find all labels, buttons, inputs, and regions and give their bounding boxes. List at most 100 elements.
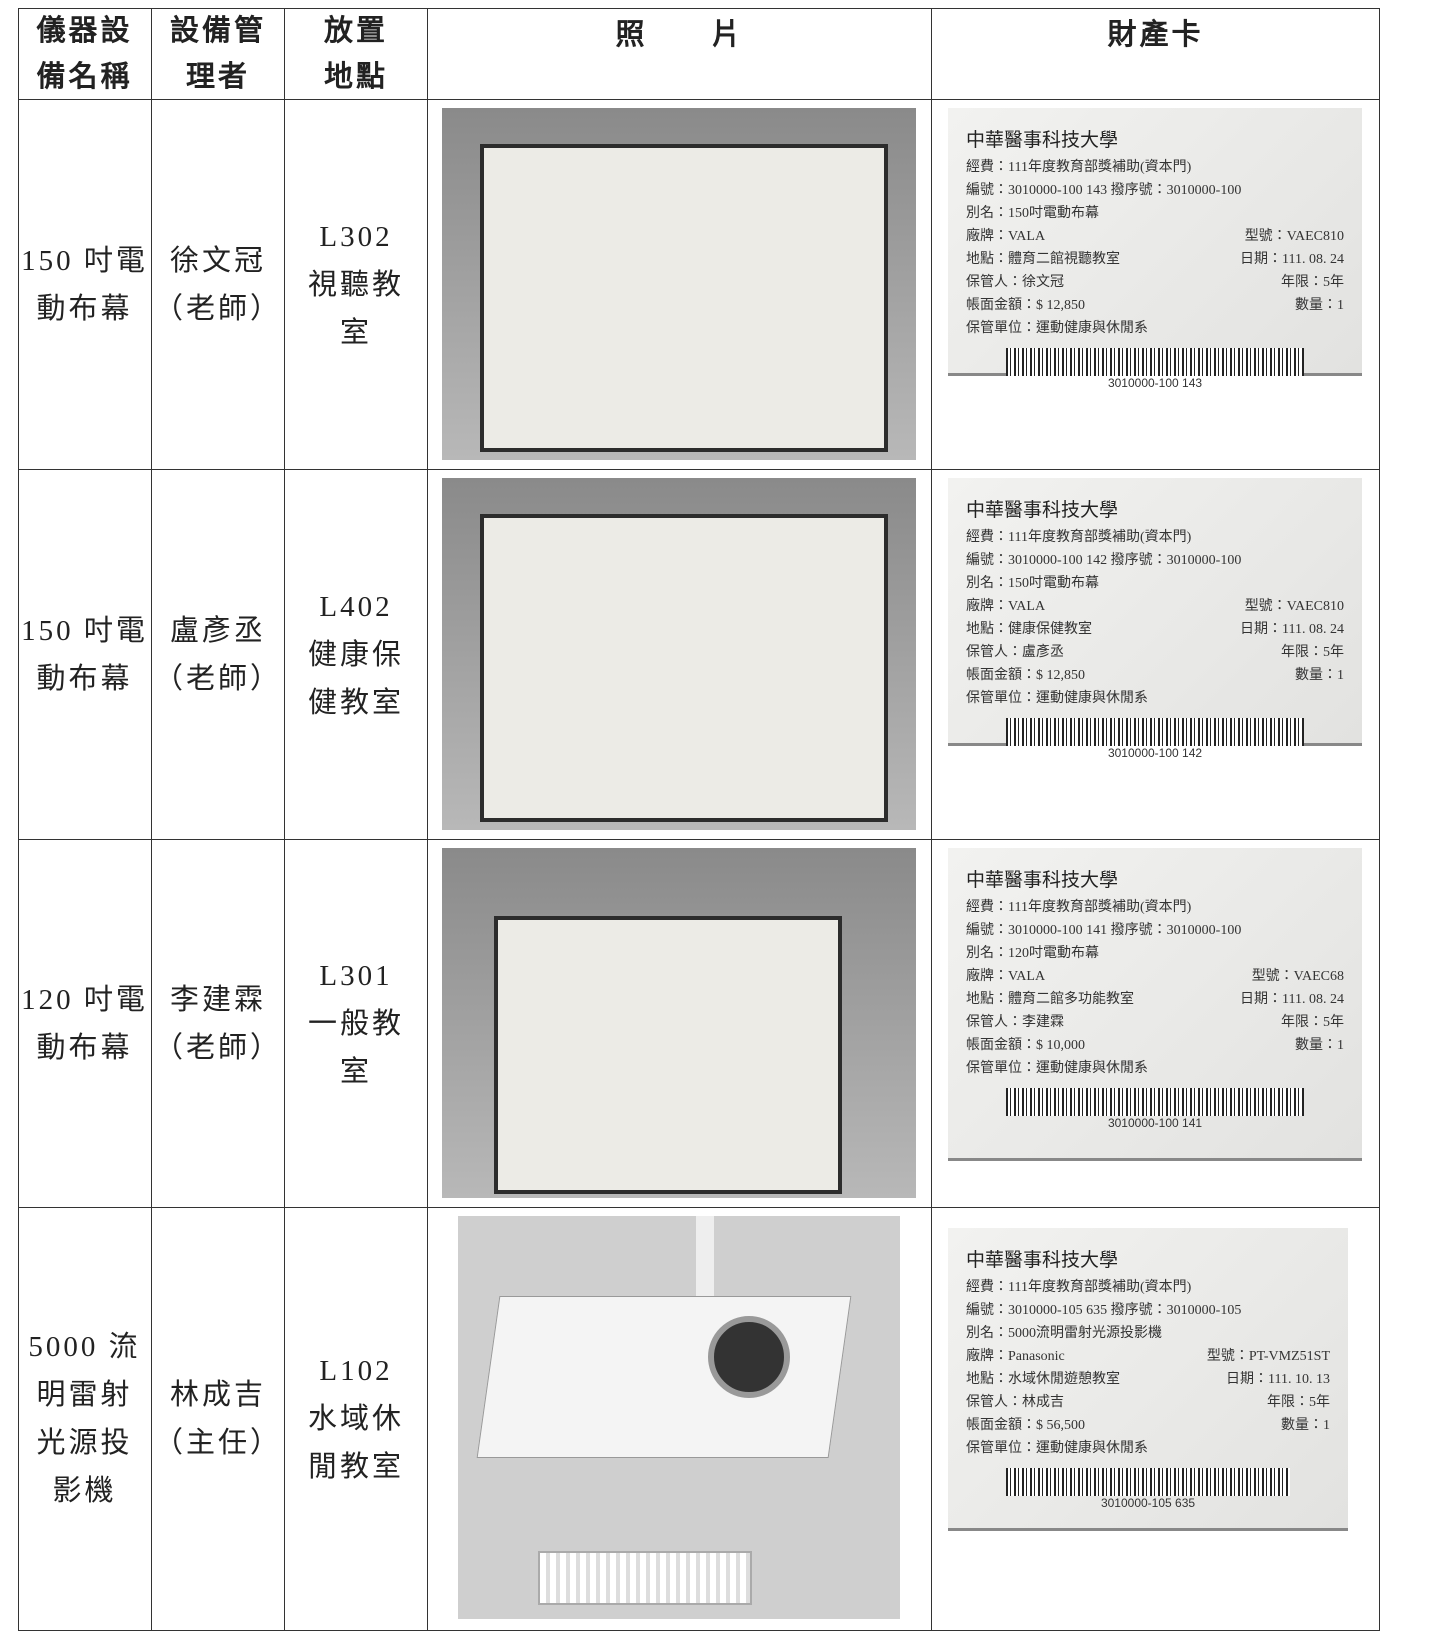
cell-text: 動布幕 <box>36 292 133 325</box>
card-line: 保管人：林成吉 年限：5年 <box>966 1391 1330 1414</box>
photo-cell <box>428 470 932 840</box>
cell-text: 明雷射 <box>36 1379 133 1411</box>
card-text: 日期：111. 08. 24 <box>1240 252 1344 267</box>
card-text: 經費：111年度教育部獎補助(資本門) <box>966 530 1192 545</box>
table-cell: 徐文冠 （老師） <box>152 100 285 470</box>
card-cell <box>932 470 1380 840</box>
card-line: 帳面金額：$ 56,500 數量：1 <box>966 1414 1330 1437</box>
screen-frame <box>494 916 842 1194</box>
card-text: 保管人：徐文冠 <box>966 275 1064 290</box>
card-line: 經費：111年度教育部獎補助(資本門) <box>966 526 1344 549</box>
card-line: 編號：3010000-100 141 撥序號：3010000-100 <box>966 919 1344 942</box>
cell-text: 水域休 <box>307 1403 404 1435</box>
cell-text: 一般教 <box>307 1007 404 1040</box>
card-text: 中華醫事科技大學 <box>966 130 1119 151</box>
header-text: 地點 <box>323 60 388 93</box>
card-text: 中華醫事科技大學 <box>966 1250 1119 1271</box>
card-text: 數量：1 <box>1295 668 1344 683</box>
card-line: 廠牌：Panasonic 型號：PT-VMZ51ST <box>966 1345 1330 1368</box>
table-cell: 150 吋電 動布幕 <box>18 470 152 840</box>
card-text: 編號：3010000-100 143 撥序號：3010000-100 <box>966 183 1242 198</box>
card-line: 帳面金額：$ 12,850 數量：1 <box>966 294 1344 317</box>
cell-text: 影機 <box>52 1475 117 1507</box>
card-text: 保管單位：運動健康與休閒系 <box>966 321 1148 336</box>
card-text: 別名：150吋電動布幕 <box>966 206 1099 221</box>
card-line: 中華醫事科技大學 <box>966 126 1344 156</box>
card-line: 地點：體育二館多功能教室 日期：111. 08. 24 <box>966 988 1344 1011</box>
barcode <box>1006 348 1304 376</box>
card-line: 帳面金額：$ 10,000 數量：1 <box>966 1034 1344 1057</box>
card-text: 地點：體育二館視聽教室 <box>966 252 1120 267</box>
header-text: 財產卡 <box>1107 19 1204 51</box>
card-text: 帳面金額：$ 12,850 <box>966 668 1085 683</box>
cell-text: （老師） <box>153 1031 282 1064</box>
card-cell <box>932 840 1380 1208</box>
cell-text: 室 <box>339 1055 372 1088</box>
header-cell: 儀器設 備名稱 <box>18 8 152 100</box>
card-text: 數量：1 <box>1295 298 1344 313</box>
card-line: 保管人：徐文冠 年限：5年 <box>966 271 1344 294</box>
barcode-number: 3010000-100 141 <box>1107 1116 1203 1130</box>
card-text: 別名：150吋電動布幕 <box>966 576 1099 591</box>
table-cell: 120 吋電 動布幕 <box>18 840 152 1208</box>
header-cell: 照 片 <box>428 8 932 100</box>
card-text: 日期：111. 10. 13 <box>1226 1372 1330 1387</box>
card-line: 帳面金額：$ 12,850 數量：1 <box>966 664 1344 687</box>
photo <box>458 1216 900 1619</box>
card-line: 經費：111年度教育部獎補助(資本門) <box>966 156 1344 179</box>
card-line: 中華醫事科技大學 <box>966 496 1344 526</box>
photo-cell <box>428 100 932 470</box>
cell-text: 150 吋電 <box>21 614 148 647</box>
card-line: 別名：150吋電動布幕 <box>966 572 1344 595</box>
screen-frame <box>480 514 888 822</box>
cell-text: 健教室 <box>307 686 404 719</box>
card-line: 中華醫事科技大學 <box>966 866 1344 896</box>
projector-lens <box>708 1316 790 1398</box>
header-text: 備名稱 <box>36 60 133 93</box>
card-text: 年限：5年 <box>1281 1015 1344 1030</box>
cell-text: 5000 流 <box>28 1331 141 1363</box>
cell-text: 150 吋電 <box>21 244 148 277</box>
cell-text: L302 <box>319 220 393 253</box>
card-line: 別名：5000流明雷射光源投影機 <box>966 1322 1330 1345</box>
header-text: 設備管 <box>169 14 266 47</box>
card-text: 型號：VAEC810 <box>1244 599 1344 614</box>
cell-text: 閒教室 <box>307 1451 404 1483</box>
card-text: 型號：VAEC68 <box>1251 969 1344 984</box>
table-cell: 5000 流明雷射 光源投 影機 <box>18 1208 152 1631</box>
card-cell <box>932 100 1380 470</box>
cell-text: L402 <box>319 590 393 623</box>
barcode <box>1006 1468 1290 1496</box>
card-text: 地點：健康保健教室 <box>966 622 1092 637</box>
photo <box>442 108 916 460</box>
card-text: 日期：111. 08. 24 <box>1240 992 1344 1007</box>
card-text: 帳面金額：$ 12,850 <box>966 298 1085 313</box>
table-cell: 150 吋電 動布幕 <box>18 100 152 470</box>
card-text: 保管人：盧彥丞 <box>966 645 1064 660</box>
card-text: 經費：111年度教育部獎補助(資本門) <box>966 900 1192 915</box>
property-card: 中華醫事科技大學 經費：111年度教育部獎補助(資本門) 編號：3010000-10… <box>948 1228 1348 1528</box>
cell-text: 徐文冠 <box>169 244 266 277</box>
cell-text: （老師） <box>153 292 282 325</box>
card-text: 編號：3010000-100 142 撥序號：3010000-100 <box>966 553 1242 568</box>
ceiling-light <box>538 1551 752 1605</box>
card-text: 數量：1 <box>1295 1038 1344 1053</box>
cell-text: 李建霖 <box>169 983 266 1016</box>
card-text: 年限：5年 <box>1281 645 1344 660</box>
card-text: 別名：5000流明雷射光源投影機 <box>966 1326 1162 1341</box>
barcode-number: 3010000-100 143 <box>1107 376 1203 390</box>
table-cell: 盧彥丞 （老師） <box>152 470 285 840</box>
barcode <box>1006 718 1304 746</box>
card-line: 別名：120吋電動布幕 <box>966 942 1344 965</box>
barcode-number: 3010000-100 142 <box>1107 746 1203 760</box>
screen-frame <box>480 144 888 452</box>
card-line: 保管單位：運動健康與休閒系 <box>966 1057 1344 1080</box>
card-line: 保管單位：運動健康與休閒系 <box>966 317 1344 340</box>
cell-text: 室 <box>339 316 372 349</box>
cell-text: 健康保 <box>307 638 404 671</box>
table-cell: 林成吉 （主任） <box>152 1208 285 1631</box>
card-line: 編號：3010000-100 143 撥序號：3010000-100 <box>966 179 1344 202</box>
card-text: 保管單位：運動健康與休閒系 <box>966 1441 1148 1456</box>
card-line: 地點：體育二館視聽教室 日期：111. 08. 24 <box>966 248 1344 271</box>
